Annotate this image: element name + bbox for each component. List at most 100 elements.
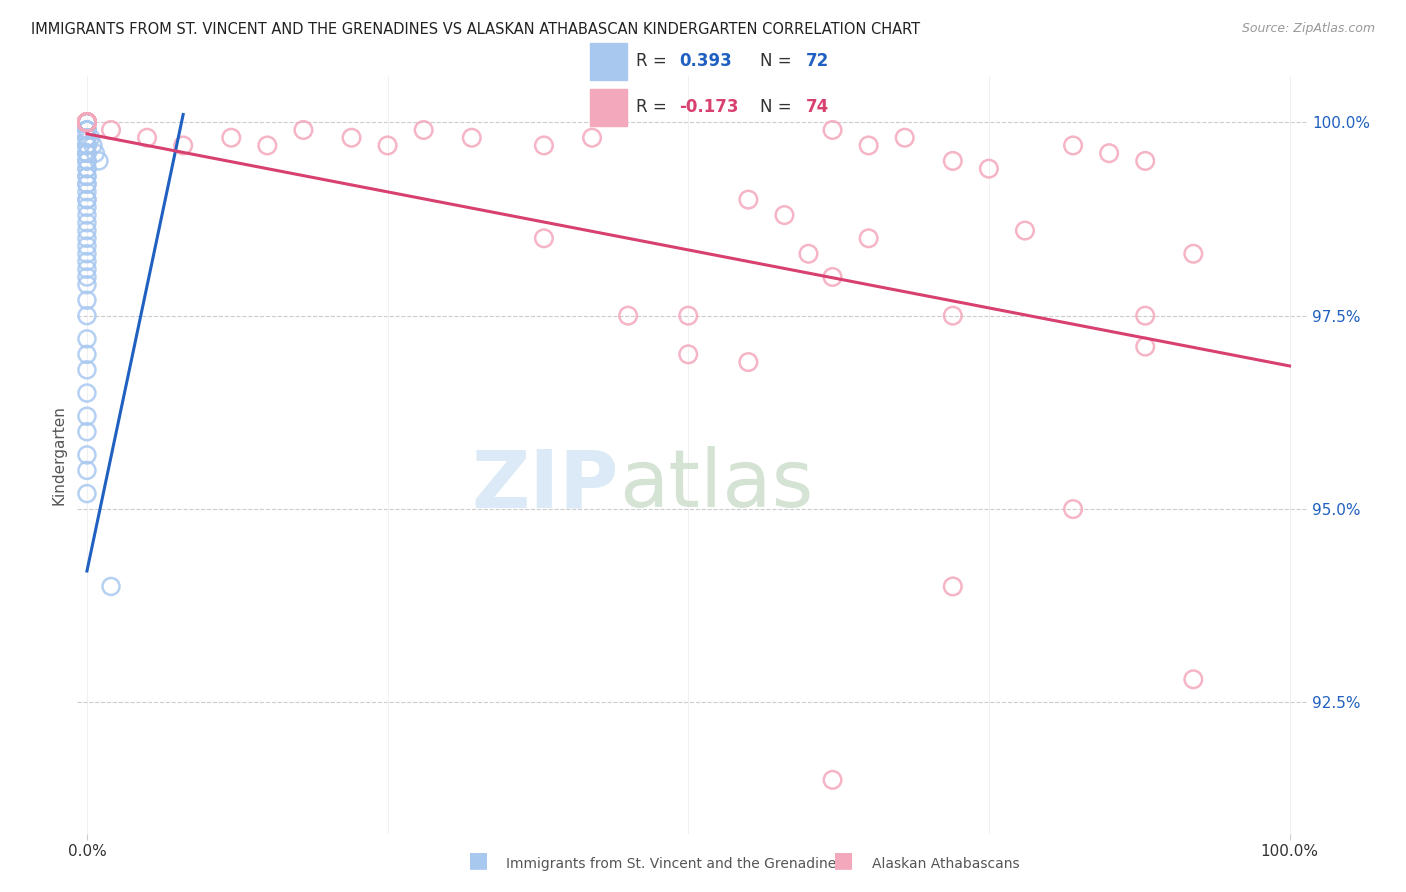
Point: [76, 115, 98, 129]
Point: [76, 270, 98, 285]
Point: [76, 115, 98, 129]
Point: [76, 193, 98, 207]
Point: [1135, 340, 1157, 354]
Point: [737, 193, 759, 207]
Point: [76, 115, 98, 129]
Point: [76, 115, 98, 129]
Point: [76, 153, 98, 168]
Point: [76, 246, 98, 260]
Point: [76, 115, 98, 129]
Point: [76, 123, 98, 137]
Point: [617, 309, 640, 323]
Point: [76, 153, 98, 168]
Point: [76, 115, 98, 129]
Point: [76, 115, 98, 129]
FancyBboxPatch shape: [589, 88, 627, 126]
Y-axis label: Kindergarten: Kindergarten: [51, 405, 66, 505]
Point: [76, 293, 98, 308]
Point: [100, 123, 122, 137]
Point: [76, 208, 98, 222]
Point: [76, 115, 98, 129]
Point: [893, 130, 915, 145]
Point: [76, 115, 98, 129]
Point: [76, 115, 98, 129]
Point: [977, 161, 1000, 176]
Point: [76, 169, 98, 184]
Point: [76, 123, 98, 137]
Point: [76, 138, 98, 153]
Point: [76, 425, 98, 439]
Point: [76, 115, 98, 129]
Point: [737, 355, 759, 369]
Point: [76, 123, 98, 137]
Point: [76, 115, 98, 129]
Text: N =: N =: [759, 98, 797, 116]
Point: [76, 409, 98, 424]
Point: [76, 161, 98, 176]
Text: ZIP: ZIP: [471, 446, 619, 524]
Text: IMMIGRANTS FROM ST. VINCENT AND THE GRENADINES VS ALASKAN ATHABASCAN KINDERGARTE: IMMIGRANTS FROM ST. VINCENT AND THE GREN…: [31, 22, 920, 37]
Point: [76, 115, 98, 129]
Point: [76, 386, 98, 401]
Point: [1014, 223, 1036, 237]
Point: [76, 115, 98, 129]
Text: 72: 72: [806, 53, 830, 70]
Point: [76, 123, 98, 137]
Point: [76, 309, 98, 323]
Point: [942, 579, 965, 593]
Point: [79, 130, 101, 145]
Point: [76, 115, 98, 129]
Point: [76, 115, 98, 129]
Point: [76, 146, 98, 161]
Text: -0.173: -0.173: [679, 98, 740, 116]
Point: [76, 115, 98, 129]
Point: [219, 130, 242, 145]
Point: [76, 193, 98, 207]
Point: [76, 115, 98, 129]
Point: [76, 115, 98, 129]
Point: [773, 208, 796, 222]
Point: [76, 463, 98, 477]
Point: [76, 277, 98, 292]
Point: [76, 185, 98, 199]
Point: [100, 579, 122, 593]
Point: [136, 130, 159, 145]
Point: [76, 115, 98, 129]
Point: [76, 115, 98, 129]
Point: [858, 231, 880, 245]
Point: [76, 363, 98, 377]
Point: [76, 169, 98, 184]
Point: [821, 270, 844, 285]
Point: [256, 138, 278, 153]
Point: [76, 115, 98, 129]
Point: [172, 138, 194, 153]
Point: [678, 309, 700, 323]
Point: [942, 309, 965, 323]
Point: [76, 115, 98, 129]
Point: [76, 130, 98, 145]
Point: [76, 146, 98, 161]
Point: [76, 115, 98, 129]
Point: [1062, 138, 1084, 153]
Point: [76, 231, 98, 245]
Point: [76, 115, 98, 129]
Text: Alaskan Athabascans: Alaskan Athabascans: [872, 856, 1019, 871]
Point: [76, 146, 98, 161]
Point: [76, 115, 98, 129]
FancyBboxPatch shape: [589, 43, 627, 80]
Point: [533, 138, 555, 153]
Point: [76, 115, 98, 129]
Point: [76, 115, 98, 129]
Point: [76, 216, 98, 230]
Point: [76, 347, 98, 361]
Point: [76, 115, 98, 129]
Point: [76, 115, 98, 129]
Point: [1182, 673, 1205, 687]
Point: [76, 161, 98, 176]
Point: [76, 223, 98, 237]
Point: [76, 138, 98, 153]
Point: [821, 123, 844, 137]
Point: [858, 138, 880, 153]
Text: atlas: atlas: [619, 446, 813, 524]
Point: [76, 177, 98, 191]
